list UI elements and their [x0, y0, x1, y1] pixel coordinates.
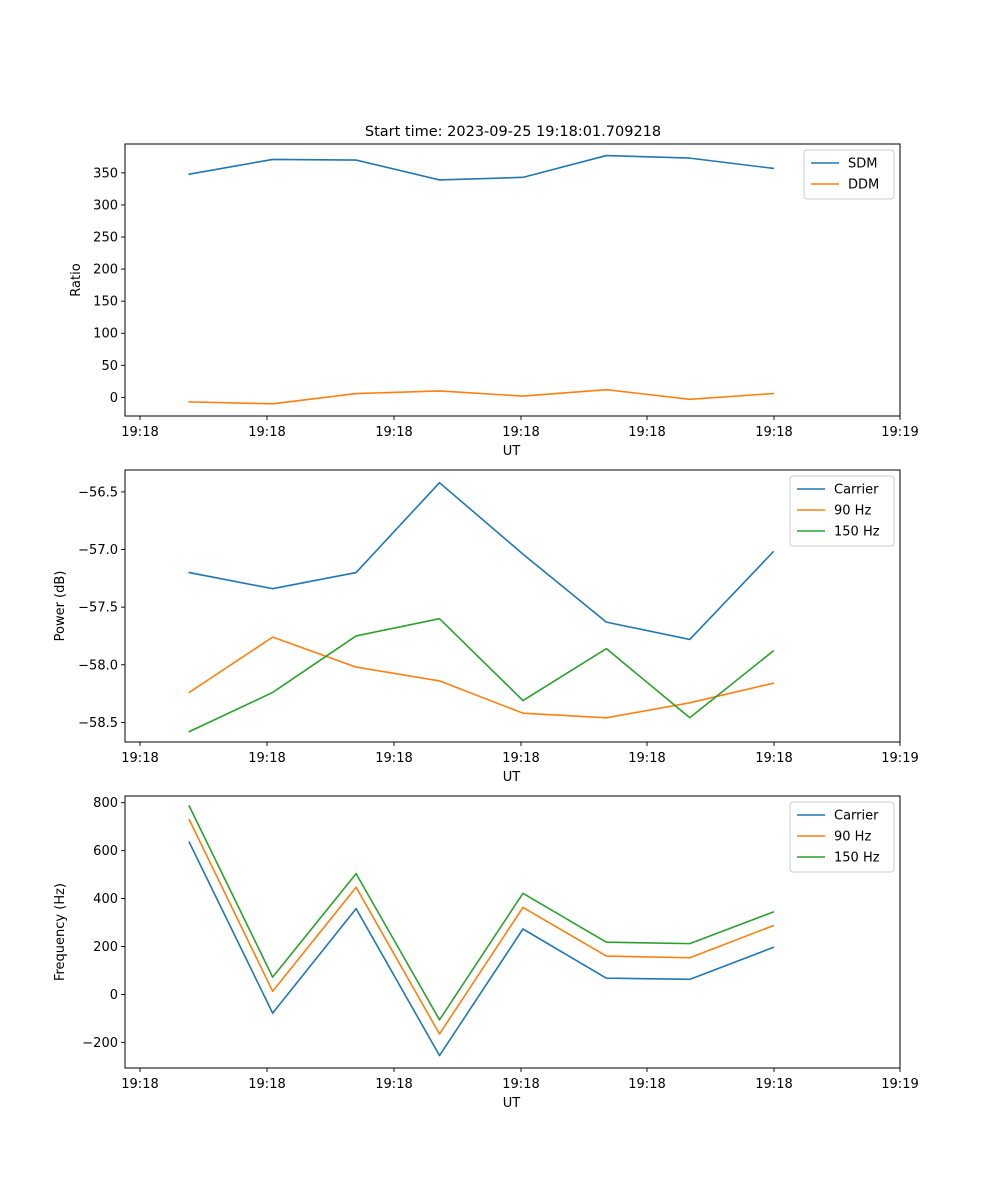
legend-box [789, 801, 895, 873]
chart-panel-2: −58.5 −58.0 −57.5 −57.0 −56.5 19:18 19:18 19:18… [53, 469, 919, 785]
legend-label: 150 Hz [834, 851, 880, 866]
y-tick-label: 350 [93, 166, 118, 181]
series-line-carrier [188, 841, 775, 1057]
series-line-sdm [188, 154, 775, 181]
x-tick-label: 19:18 [121, 1077, 158, 1092]
y-tick-label: 50 [101, 359, 118, 374]
y-tick-label: 200 [93, 263, 118, 278]
x-tick-label: 19:18 [628, 425, 665, 440]
legend-label: 150 Hz [834, 525, 880, 540]
x-tick-label: 19:19 [881, 751, 918, 766]
chart-panel-1: 0 50 100 150 200 250 300 350 19:18 19:18 19:18 19:1… [69, 143, 919, 459]
series-line-ddm [188, 388, 775, 405]
series-line-90-hz [188, 636, 775, 719]
y-tick-label: 600 [93, 844, 118, 859]
y-tick-label: −58.5 [78, 716, 118, 731]
legend-label: SDM [848, 157, 877, 172]
series-line-150-hz [188, 805, 775, 1021]
x-tick-label: 19:19 [881, 1077, 918, 1092]
x-axis-label: UT [503, 770, 521, 785]
x-tick-label: 19:18 [375, 425, 412, 440]
legend-label: 90 Hz [834, 830, 871, 845]
x-tick-label: 19:18 [755, 751, 792, 766]
x-tick-label: 19:18 [248, 425, 285, 440]
x-axis-label: UT [503, 444, 521, 459]
x-tick-label: 19:18 [755, 1077, 792, 1092]
x-tick-label: 19:18 [628, 1077, 665, 1092]
y-tick-label: 250 [93, 231, 118, 246]
series-line-90-hz [188, 818, 775, 1035]
y-tick-label: −57.0 [78, 543, 118, 558]
x-tick-label: 19:18 [755, 425, 792, 440]
y-tick-label: −58.0 [78, 658, 118, 673]
chart-panel-3: −200 0 200 400 600 800 19:18 19:18 19:18 19:18 19:… [53, 795, 919, 1111]
y-axis-label: Frequency (Hz) [53, 883, 68, 981]
axes-frame [124, 469, 901, 743]
x-tick-label: 19:18 [502, 751, 539, 766]
y-tick-label: 200 [93, 940, 118, 955]
x-tick-label: 19:18 [375, 751, 412, 766]
series-line-carrier [188, 481, 775, 641]
x-tick-label: 19:19 [881, 425, 918, 440]
x-axis-label: UT [503, 1096, 521, 1111]
legend-label: 90 Hz [834, 504, 871, 519]
axes-frame [124, 143, 901, 417]
series-line-150-hz [188, 617, 775, 733]
legend-label: Carrier [834, 483, 879, 498]
y-tick-label: 300 [93, 198, 118, 213]
x-tick-label: 19:18 [121, 751, 158, 766]
y-axis-label: Ratio [69, 263, 84, 296]
y-tick-label: −56.5 [78, 485, 118, 500]
y-tick-label: 800 [93, 796, 118, 811]
x-tick-label: 19:18 [628, 751, 665, 766]
y-tick-label: 150 [93, 295, 118, 310]
y-tick-label: −57.5 [78, 601, 118, 616]
legend-label: Carrier [834, 809, 879, 824]
y-tick-label: −200 [82, 1036, 118, 1051]
y-tick-label: 400 [93, 892, 118, 907]
y-tick-label: 0 [110, 988, 118, 1003]
figure-title: Start time: 2023-09-25 19:18:01.709218 [365, 124, 661, 140]
x-tick-label: 19:18 [248, 751, 285, 766]
legend-label: DDM [848, 178, 879, 193]
x-tick-label: 19:18 [375, 1077, 412, 1092]
x-tick-label: 19:18 [502, 1077, 539, 1092]
y-axis-label: Power (dB) [53, 571, 68, 642]
x-tick-label: 19:18 [248, 1077, 285, 1092]
x-tick-label: 19:18 [121, 425, 158, 440]
legend-box [789, 475, 895, 547]
y-tick-label: 0 [110, 391, 118, 406]
x-tick-label: 19:18 [502, 425, 539, 440]
y-tick-label: 100 [93, 327, 118, 342]
axes-frame [124, 795, 901, 1069]
